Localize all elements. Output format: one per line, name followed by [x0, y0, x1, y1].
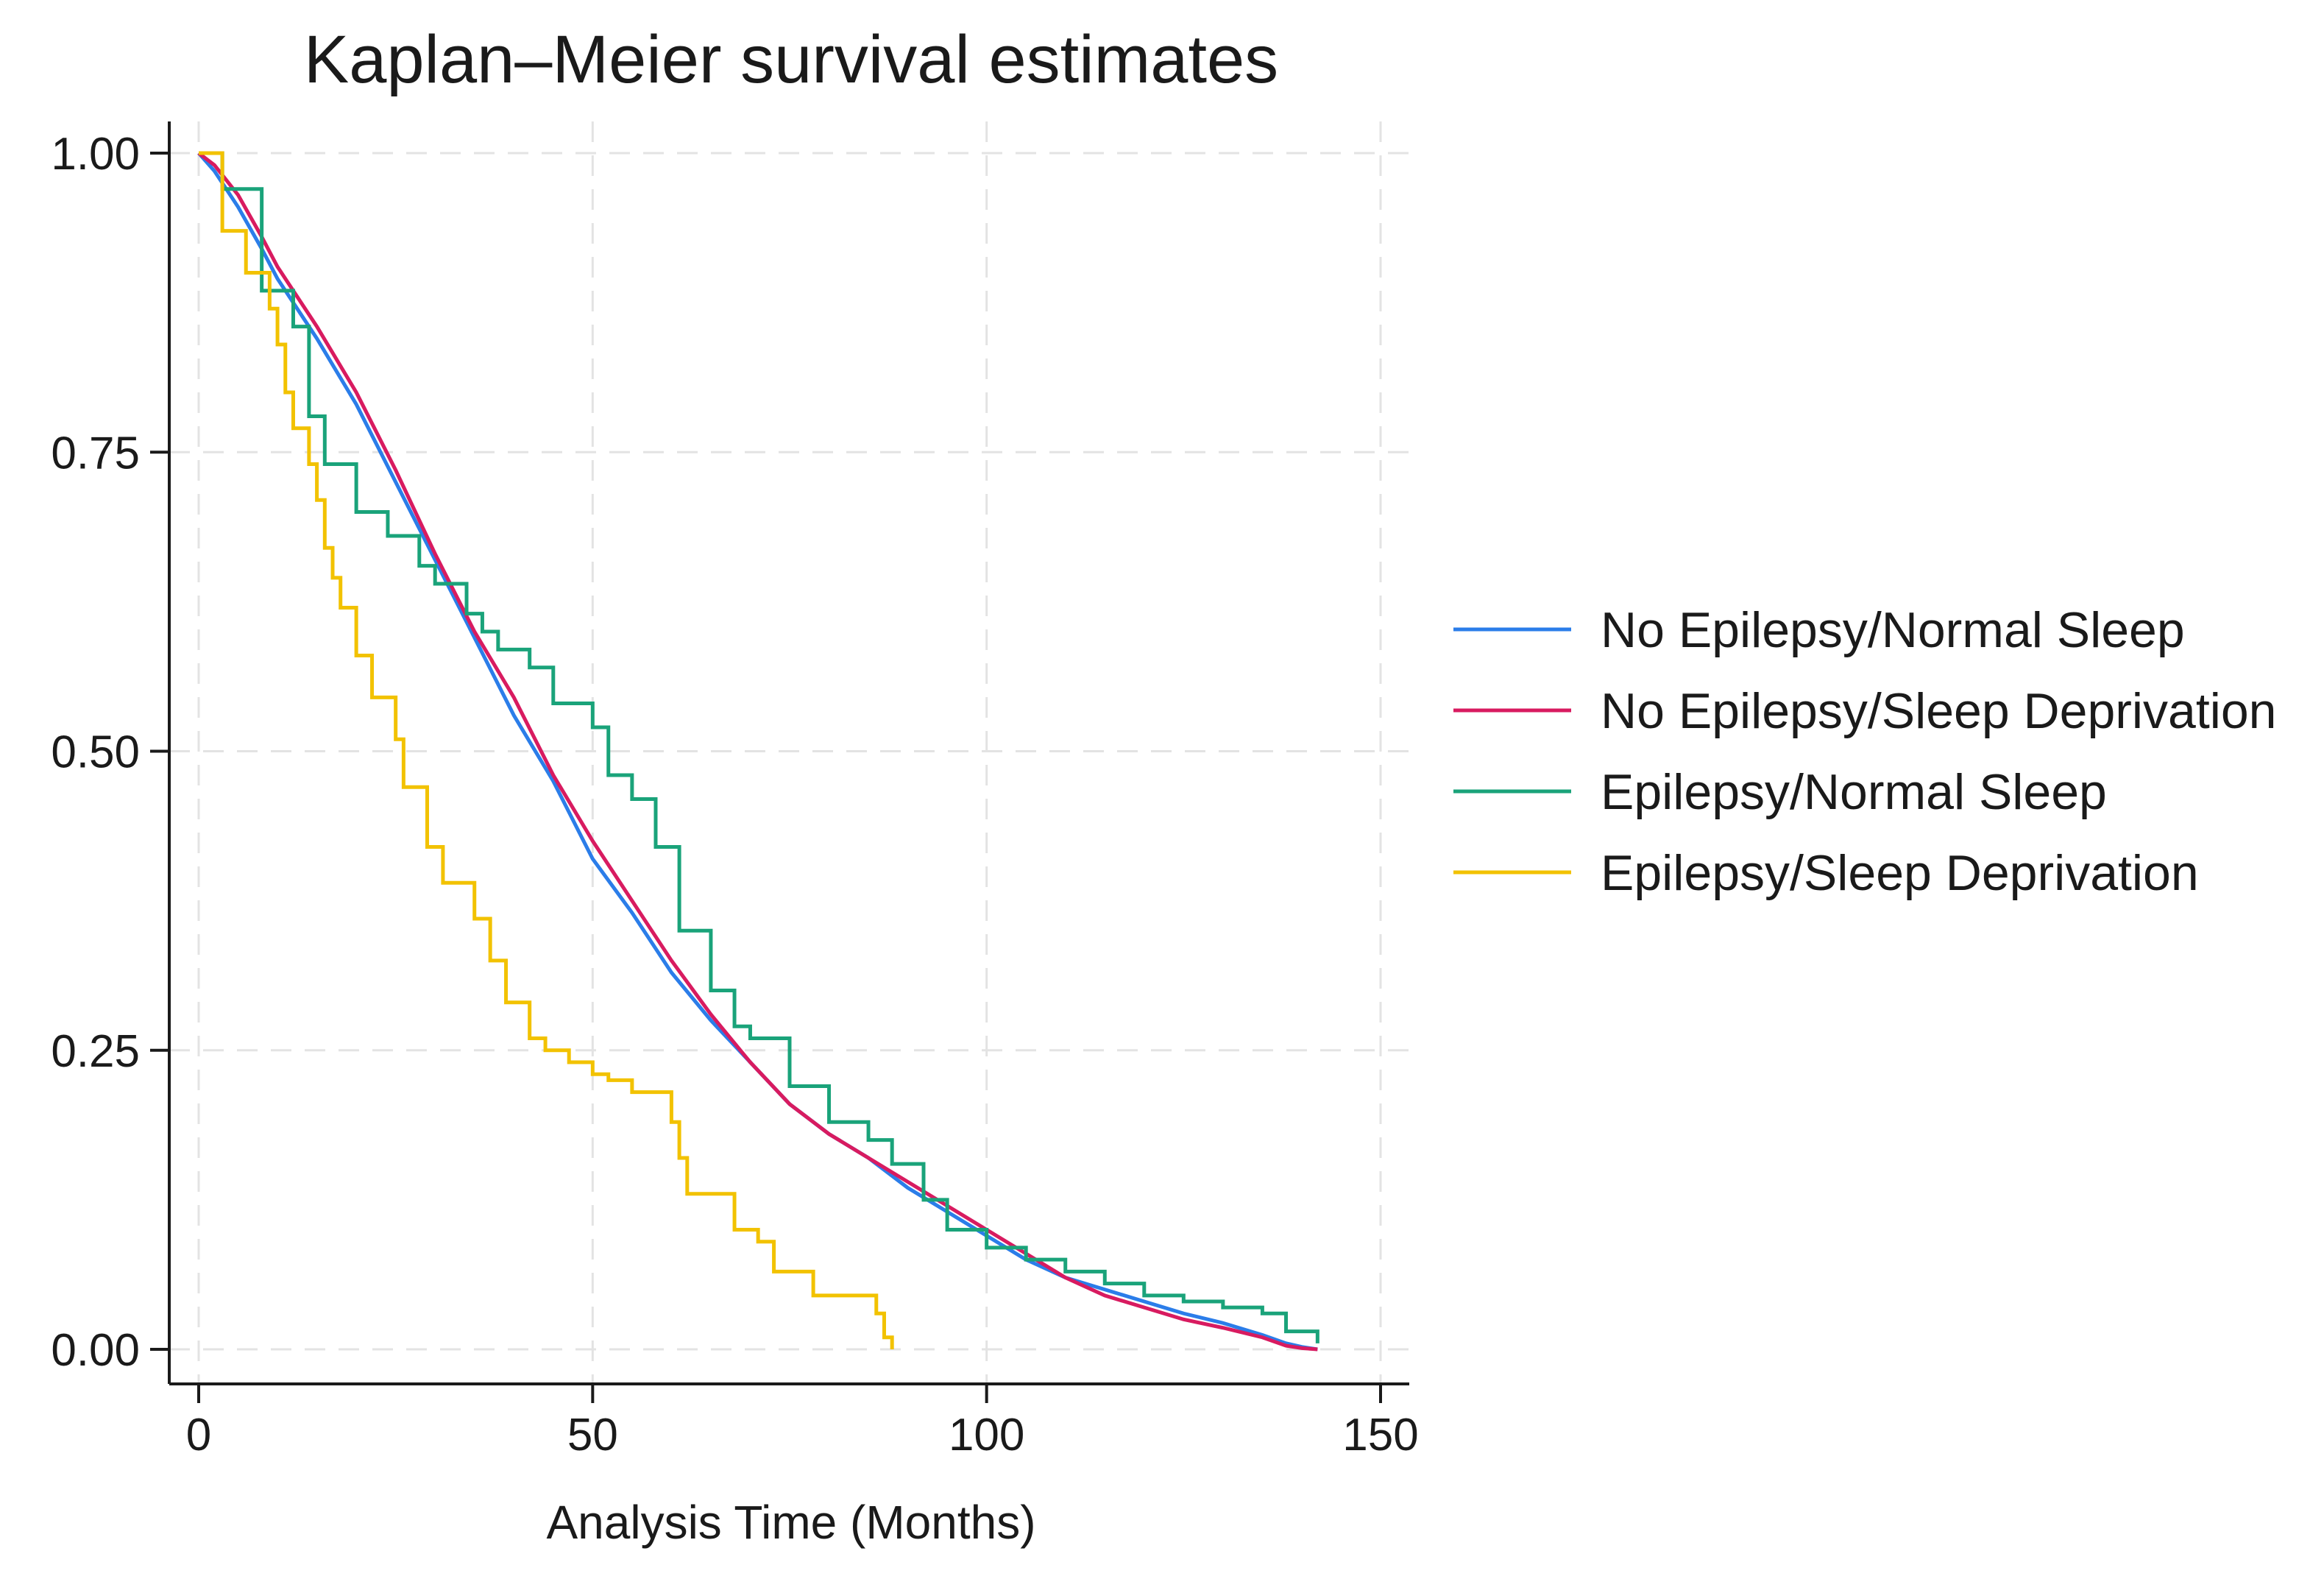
y-tick-label: 0.00: [51, 1325, 140, 1376]
x-axis-label: Analysis Time (Months): [546, 1496, 1035, 1549]
chart-title: Kaplan–Meier survival estimates: [304, 22, 1278, 97]
grid-lines: [169, 121, 1409, 1384]
legend-label: Epilepsy/Sleep Deprivation: [1601, 845, 2199, 901]
x-tick-label: 0: [186, 1410, 211, 1460]
legend-label: Epilepsy/Normal Sleep: [1601, 764, 2107, 820]
y-tick-label: 1.00: [51, 129, 140, 180]
x-tick-label: 100: [949, 1410, 1024, 1460]
series-lines: [197, 151, 1319, 1352]
series-line-2: [197, 152, 1318, 1352]
y-tick-label: 0.50: [51, 727, 140, 778]
x-tick-label: 150: [1342, 1410, 1418, 1460]
series-line-4: [199, 151, 894, 1349]
y-tick-label: 0.25: [51, 1026, 140, 1077]
axis-ticks: 0 50 100 150 0.00 0.25 0.50 0.75 1.00: [51, 129, 1418, 1460]
legend-label: No Epilepsy/Normal Sleep: [1601, 602, 2185, 658]
y-tick-label: 0.75: [51, 428, 140, 478]
legend-label: No Epilepsy/Sleep Deprivation: [1601, 683, 2277, 739]
plot-axes: [168, 121, 1409, 1385]
legend: No Epilepsy/Normal Sleep No Epilepsy/Slee…: [1453, 602, 2277, 901]
series-line-3: [199, 151, 1319, 1343]
x-tick-label: 50: [567, 1410, 618, 1460]
